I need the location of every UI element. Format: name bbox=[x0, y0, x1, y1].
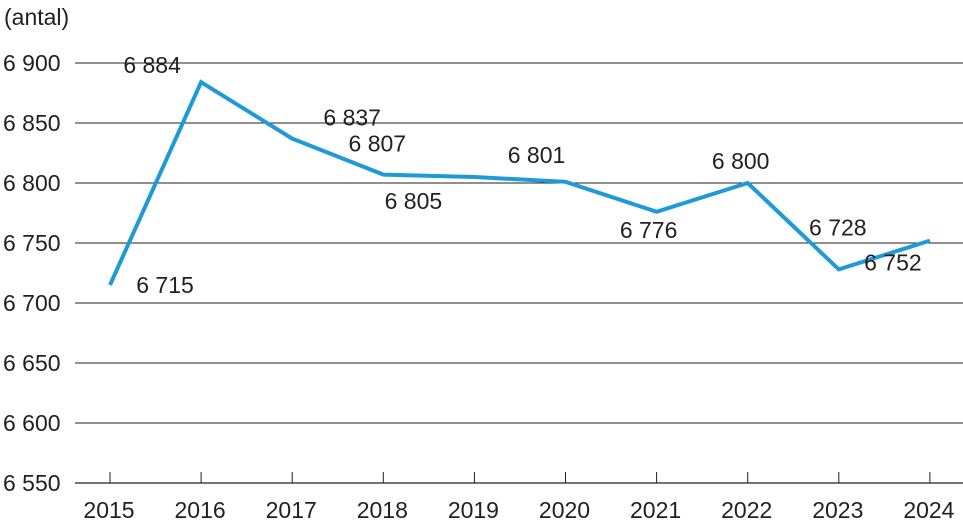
data-label: 6 805 bbox=[385, 188, 443, 214]
data-label: 6 837 bbox=[323, 105, 381, 131]
y-axis-ticks: 6 550 6 600 6 650 6 700 6 750 6 800 6 850 6 900 bbox=[3, 50, 61, 496]
data-label: 6 728 bbox=[809, 214, 867, 240]
data-label: 6 807 bbox=[349, 131, 407, 157]
x-tick-label: 2016 bbox=[175, 497, 226, 523]
y-axis-unit-label: (antal) bbox=[4, 4, 69, 30]
y-tick-label: 6 600 bbox=[3, 410, 61, 436]
data-label: 6 801 bbox=[508, 142, 566, 168]
data-label: 6 776 bbox=[620, 217, 678, 243]
y-tick-label: 6 650 bbox=[3, 350, 61, 376]
data-label: 6 800 bbox=[712, 148, 770, 174]
x-axis-ticks: 2015 2016 2017 2018 2019 2020 2021 2022 2023 2024 bbox=[83, 472, 955, 523]
x-tick-label: 2022 bbox=[721, 497, 772, 523]
x-tick-label: 2018 bbox=[357, 497, 408, 523]
y-tick-label: 6 900 bbox=[3, 50, 61, 76]
y-tick-label: 6 850 bbox=[3, 110, 61, 136]
data-label: 6 752 bbox=[864, 250, 922, 276]
gridlines bbox=[75, 62, 963, 484]
y-tick-label: 6 700 bbox=[3, 290, 61, 316]
x-tick-label: 2019 bbox=[448, 497, 499, 523]
x-tick-label: 2023 bbox=[812, 497, 863, 523]
x-tick-label: 2021 bbox=[630, 497, 681, 523]
y-tick-label: 6 800 bbox=[3, 170, 61, 196]
x-tick-label: 2020 bbox=[539, 497, 590, 523]
y-tick-label: 6 550 bbox=[3, 470, 61, 496]
x-tick-label: 2015 bbox=[83, 497, 134, 523]
data-label: 6 884 bbox=[123, 52, 181, 78]
y-tick-label: 6 750 bbox=[3, 230, 61, 256]
x-tick-label: 2017 bbox=[266, 497, 317, 523]
series-line-group bbox=[108, 79, 931, 286]
data-label: 6 715 bbox=[136, 272, 194, 298]
series-line bbox=[108, 79, 931, 286]
x-tick-label: 2024 bbox=[903, 497, 954, 523]
